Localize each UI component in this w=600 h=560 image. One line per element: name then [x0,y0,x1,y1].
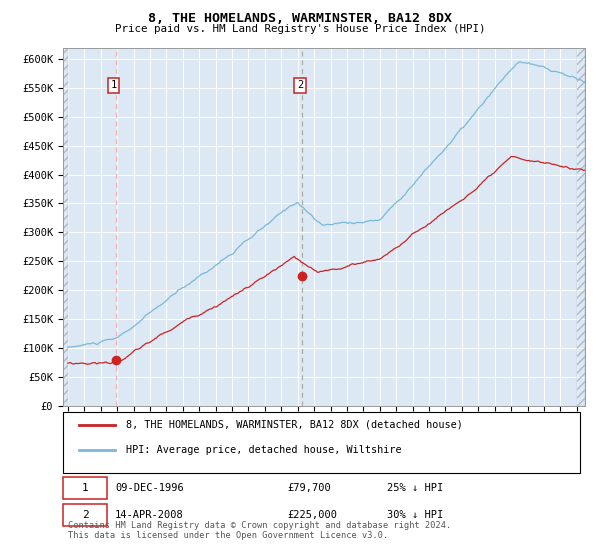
Text: 8, THE HOMELANDS, WARMINSTER, BA12 8DX: 8, THE HOMELANDS, WARMINSTER, BA12 8DX [148,12,452,25]
Text: 1: 1 [82,483,89,493]
Text: Contains HM Land Registry data © Crown copyright and database right 2024.
This d: Contains HM Land Registry data © Crown c… [68,521,451,540]
Text: 2: 2 [82,510,89,520]
Text: 1: 1 [110,80,117,90]
Text: HPI: Average price, detached house, Wiltshire: HPI: Average price, detached house, Wilt… [125,445,401,455]
FancyBboxPatch shape [63,477,107,499]
FancyBboxPatch shape [63,412,580,473]
Text: 2: 2 [297,80,303,90]
Text: 09-DEC-1996: 09-DEC-1996 [115,483,184,493]
Text: £79,700: £79,700 [287,483,331,493]
Text: £225,000: £225,000 [287,510,337,520]
Text: 14-APR-2008: 14-APR-2008 [115,510,184,520]
FancyBboxPatch shape [63,504,107,526]
Text: 8, THE HOMELANDS, WARMINSTER, BA12 8DX (detached house): 8, THE HOMELANDS, WARMINSTER, BA12 8DX (… [125,420,463,430]
Text: Price paid vs. HM Land Registry's House Price Index (HPI): Price paid vs. HM Land Registry's House … [115,24,485,34]
Text: 25% ↓ HPI: 25% ↓ HPI [386,483,443,493]
Text: 30% ↓ HPI: 30% ↓ HPI [386,510,443,520]
